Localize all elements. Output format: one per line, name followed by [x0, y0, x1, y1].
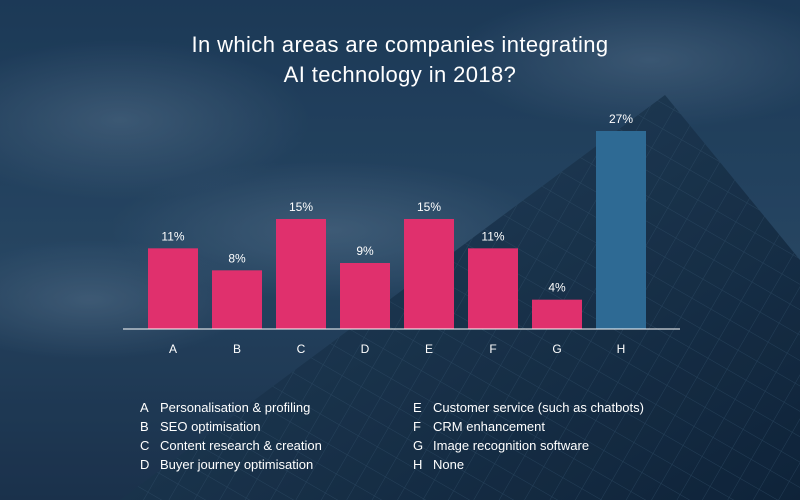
bar-a [148, 248, 198, 329]
legend-label: Customer service (such as chatbots) [433, 400, 644, 415]
chart-title-line-1: In which areas are companies integrating [191, 32, 609, 57]
x-tick-label-f: F [489, 342, 496, 356]
legend-item-a: A Personalisation & profiling [140, 399, 413, 416]
bar-g [532, 299, 582, 329]
bar-h [596, 131, 646, 329]
legend-key: D [140, 457, 150, 472]
legend-item-g: G Image recognition software [413, 437, 700, 454]
legend-key: F [413, 419, 421, 434]
bar-value-label-g: 4% [548, 281, 566, 295]
legend-label: None [433, 457, 465, 472]
x-tick-label-g: G [552, 342, 561, 356]
legend: A Personalisation & profiling E Customer… [140, 399, 700, 473]
legend-item-c: C Content research & creation [140, 437, 413, 454]
x-tick-label-h: H [617, 342, 626, 356]
legend-key: H [413, 457, 423, 472]
legend-label: Content research & creation [160, 438, 322, 453]
bar-f [468, 248, 518, 329]
bar-value-label-h: 27% [609, 112, 633, 126]
legend-label: CRM enhancement [433, 419, 545, 434]
bar-value-label-d: 9% [356, 244, 374, 258]
x-tick-label-e: E [425, 342, 433, 356]
legend-label: Personalisation & profiling [160, 400, 311, 415]
bars-group: 11% A 8% B 15% C 9% D 15% E 11% F 4% G 27% H [148, 112, 646, 356]
bar-e [404, 219, 454, 329]
legend-label: SEO optimisation [160, 419, 261, 434]
bar-c [276, 219, 326, 329]
chart-title-line-2: AI technology in 2018? [283, 62, 517, 87]
legend-item-f: F CRM enhancement [413, 418, 700, 435]
bar-d [340, 263, 390, 329]
legend-key: G [413, 438, 424, 453]
legend-key: B [140, 419, 149, 434]
legend-item-e: E Customer service (such as chatbots) [413, 399, 700, 416]
bar-value-label-e: 15% [417, 200, 441, 214]
bar-value-label-b: 8% [228, 251, 246, 265]
legend-item-b: B SEO optimisation [140, 418, 413, 435]
legend-item-d: D Buyer journey optimisation [140, 456, 413, 473]
x-tick-label-d: D [361, 342, 370, 356]
x-tick-label-a: A [169, 342, 177, 356]
legend-key: A [140, 400, 149, 415]
bar-value-label-c: 15% [289, 200, 313, 214]
x-tick-label-c: C [297, 342, 306, 356]
bar-b [212, 270, 262, 329]
legend-label: Buyer journey optimisation [160, 457, 314, 472]
legend-label: Image recognition software [433, 438, 590, 453]
bar-value-label-f: 11% [481, 229, 504, 243]
legend-key: E [413, 400, 422, 415]
bar-value-label-a: 11% [161, 229, 184, 243]
chart-title: In which areas are companies integrating… [0, 30, 800, 90]
x-tick-label-b: B [233, 342, 241, 356]
legend-key: C [140, 438, 150, 453]
legend-item-h: H None [413, 456, 700, 473]
